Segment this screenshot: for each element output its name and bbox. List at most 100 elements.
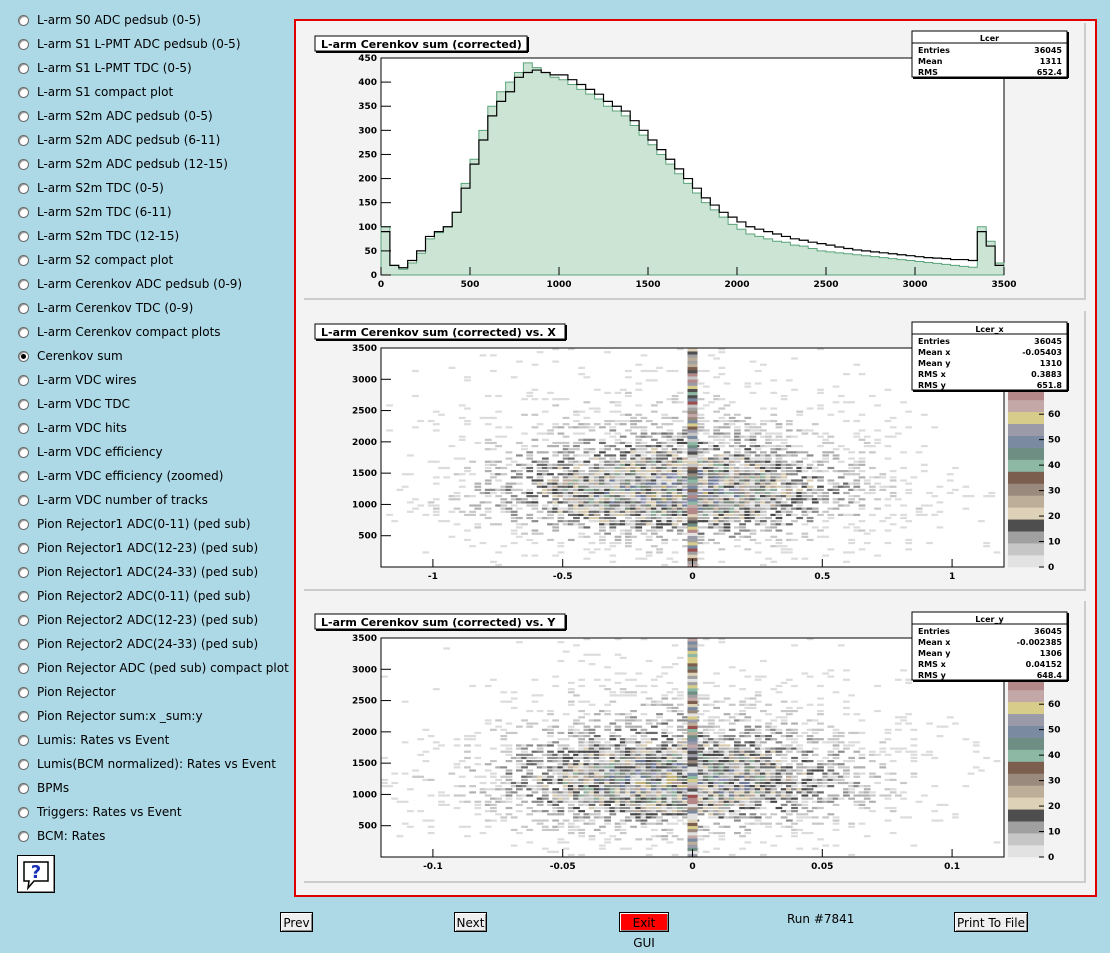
radio-unchecked-icon[interactable]: [18, 590, 29, 602]
radio-unchecked-icon[interactable]: [18, 614, 29, 626]
heatmap-cell: [588, 806, 596, 810]
sidebar-option[interactable]: L-arm S0 ADC pedsub (0-5): [18, 10, 201, 30]
radio-unchecked-icon[interactable]: [18, 86, 29, 98]
radio-unchecked-icon[interactable]: [18, 830, 29, 842]
radio-unchecked-icon[interactable]: [18, 278, 29, 290]
radio-unchecked-icon[interactable]: [18, 182, 29, 194]
radio-unchecked-icon[interactable]: [18, 566, 29, 578]
sidebar-option-label: L-arm Cerenkov TDC (0-9): [37, 301, 194, 315]
sidebar-option[interactable]: Cerenkov sum: [18, 346, 123, 366]
next-button[interactable]: Next: [454, 912, 487, 932]
radio-unchecked-icon[interactable]: [18, 62, 29, 74]
sidebar-option[interactable]: L-arm VDC wires: [18, 370, 136, 390]
exit-gui-button[interactable]: Exit GUI: [619, 912, 669, 950]
radio-unchecked-icon[interactable]: [18, 110, 29, 122]
radio-unchecked-icon[interactable]: [18, 518, 29, 530]
sidebar-option[interactable]: Pion Rejector2 ADC(12-23) (ped sub): [18, 610, 258, 630]
sidebar-option[interactable]: Pion Rejector2 ADC(0-11) (ped sub): [18, 586, 251, 606]
heatmap-cell: [702, 432, 710, 435]
radio-unchecked-icon[interactable]: [18, 134, 29, 146]
radio-unchecked-icon[interactable]: [18, 446, 29, 458]
sidebar-option[interactable]: Lumis: Rates vs Event: [18, 730, 169, 750]
radio-unchecked-icon[interactable]: [18, 302, 29, 314]
sidebar-option[interactable]: L-arm Cerenkov ADC pedsub (0-9): [18, 274, 242, 294]
heatmap-cell: [650, 463, 658, 466]
heatmap-cell: [635, 763, 643, 766]
radio-unchecked-icon[interactable]: [18, 206, 29, 218]
sidebar-option[interactable]: Pion Rejector2 ADC(24-33) (ped sub): [18, 634, 258, 654]
radio-unchecked-icon[interactable]: [18, 710, 29, 722]
heatmap-cell: [562, 756, 570, 760]
radio-unchecked-icon[interactable]: [18, 38, 29, 50]
sidebar-option[interactable]: L-arm S2m ADC pedsub (0-5): [18, 106, 213, 126]
sidebar-option[interactable]: BPMs: [18, 778, 69, 798]
radio-unchecked-icon[interactable]: [18, 398, 29, 410]
heatmap-cell: [905, 681, 913, 684]
radio-unchecked-icon[interactable]: [18, 494, 29, 506]
sidebar-option[interactable]: Pion Rejector: [18, 682, 116, 702]
heatmap-cell: [749, 391, 757, 394]
sidebar-option[interactable]: L-arm S2m TDC (12-15): [18, 226, 179, 246]
sidebar-option[interactable]: L-arm S2m TDC (6-11): [18, 202, 172, 222]
heatmap-cell: [718, 407, 726, 410]
help-button[interactable]: ?: [17, 855, 55, 893]
sidebar-option[interactable]: L-arm VDC efficiency (zoomed): [18, 466, 223, 486]
radio-unchecked-icon[interactable]: [18, 638, 29, 650]
radio-unchecked-icon[interactable]: [18, 542, 29, 554]
radio-unchecked-icon[interactable]: [18, 374, 29, 386]
heatmap-cell: [547, 709, 554, 713]
sidebar-option[interactable]: Pion Rejector1 ADC(24-33) (ped sub): [18, 562, 258, 582]
sidebar-option[interactable]: Lumis(BCM normalized): Rates vs Event: [18, 754, 276, 774]
radio-unchecked-icon[interactable]: [18, 470, 29, 482]
heatmap-cell: [827, 813, 835, 816]
sidebar-option[interactable]: L-arm S1 compact plot: [18, 82, 173, 102]
heatmap-cell: [853, 750, 861, 753]
heatmap-cell: [676, 781, 684, 785]
sidebar-option[interactable]: BCM: Rates: [18, 826, 105, 846]
heatmap-cell: [619, 803, 627, 806]
sidebar-option[interactable]: L-arm S1 L-PMT TDC (0-5): [18, 58, 192, 78]
radio-unchecked-icon[interactable]: [18, 254, 29, 266]
heatmap-cell: [531, 785, 539, 788]
heatmap-cell: [609, 510, 617, 513]
sidebar-option[interactable]: L-arm Cerenkov compact plots: [18, 322, 221, 342]
radio-unchecked-icon[interactable]: [18, 806, 29, 818]
heatmap-cell: [785, 491, 793, 495]
heatmap-cell: [531, 756, 539, 760]
sidebar-option[interactable]: Triggers: Rates vs Event: [18, 802, 182, 822]
radio-checked-icon[interactable]: [18, 350, 29, 362]
sidebar-option[interactable]: L-arm S2m ADC pedsub (6-11): [18, 130, 220, 150]
radio-unchecked-icon[interactable]: [18, 782, 29, 794]
radio-unchecked-icon[interactable]: [18, 758, 29, 770]
heatmap-cell: [541, 457, 549, 460]
sidebar-option[interactable]: L-arm S2m TDC (0-5): [18, 178, 164, 198]
sidebar-option[interactable]: L-arm S2 compact plot: [18, 250, 173, 270]
radio-unchecked-icon[interactable]: [18, 158, 29, 170]
radio-unchecked-icon[interactable]: [18, 14, 29, 26]
sidebar-option[interactable]: L-arm S1 L-PMT ADC pedsub (0-5): [18, 34, 241, 54]
sidebar-option[interactable]: Pion Rejector sum:x _sum:y: [18, 706, 203, 726]
print-to-file-button[interactable]: Print To File: [954, 912, 1028, 932]
stats-label: Mean x: [918, 348, 951, 357]
radio-unchecked-icon[interactable]: [18, 230, 29, 242]
sidebar-option[interactable]: L-arm VDC efficiency: [18, 442, 163, 462]
sidebar-option[interactable]: Pion Rejector1 ADC(12-23) (ped sub): [18, 538, 258, 558]
radio-unchecked-icon[interactable]: [18, 686, 29, 698]
sidebar-option[interactable]: L-arm Cerenkov TDC (0-9): [18, 298, 193, 318]
sidebar-option[interactable]: L-arm S2m ADC pedsub (12-15): [18, 154, 228, 174]
sidebar-option[interactable]: L-arm VDC hits: [18, 418, 127, 438]
histogram-series-line: [381, 69, 1004, 269]
sidebar-option[interactable]: L-arm VDC TDC: [18, 394, 130, 414]
heatmap-cell: [889, 523, 897, 526]
prev-button[interactable]: Prev: [280, 912, 313, 932]
sidebar-option[interactable]: L-arm VDC number of tracks: [18, 490, 208, 510]
radio-unchecked-icon[interactable]: [18, 326, 29, 338]
radio-unchecked-icon[interactable]: [18, 734, 29, 746]
radio-unchecked-icon[interactable]: [18, 422, 29, 434]
radio-unchecked-icon[interactable]: [18, 662, 29, 674]
heatmap-cell: [708, 813, 715, 816]
sidebar-option[interactable]: Pion Rejector1 ADC(0-11) (ped sub): [18, 514, 251, 534]
heatmap-cell: [702, 744, 710, 747]
sidebar-option[interactable]: Pion Rejector ADC (ped sub) compact plot: [18, 658, 289, 678]
heatmap-cell: [536, 423, 544, 426]
